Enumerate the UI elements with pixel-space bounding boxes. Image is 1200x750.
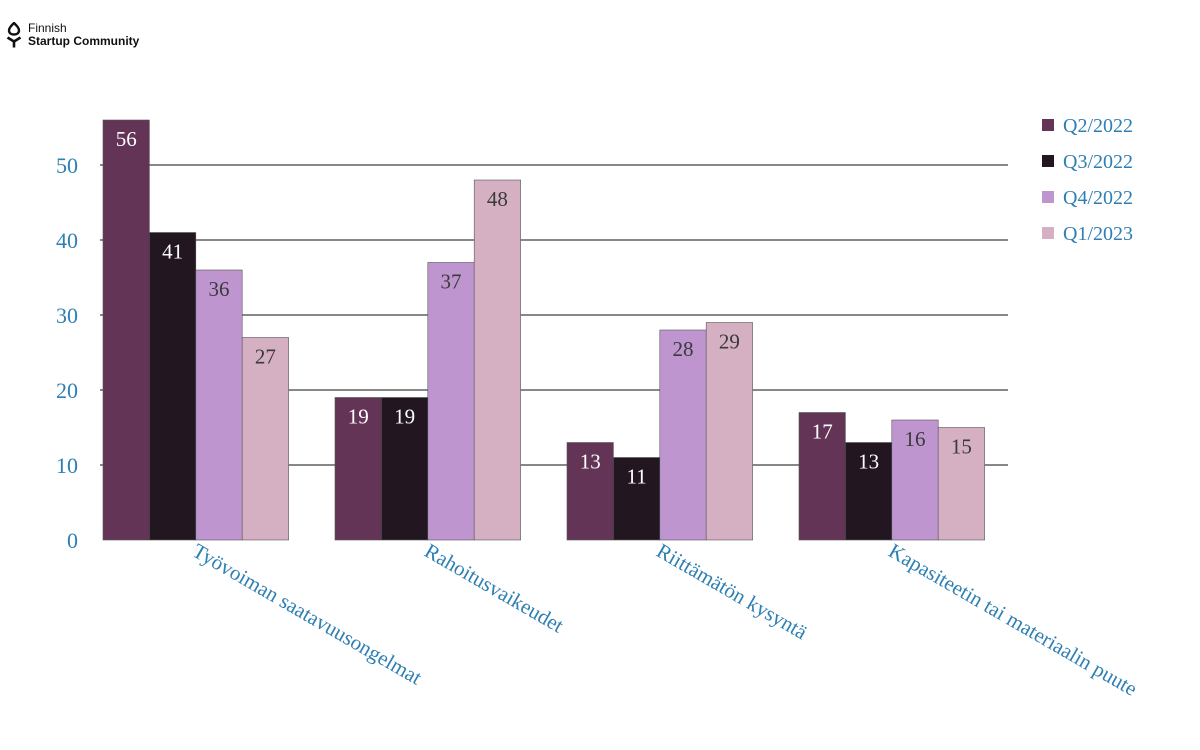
bar-value-label: 28 (673, 337, 694, 361)
bar-value-label: 11 (626, 465, 646, 489)
legend-swatch (1042, 191, 1054, 203)
bar-value-label: 27 (255, 345, 276, 369)
bar (798, 412, 846, 541)
logo-line-2: Startup Community (28, 34, 140, 48)
bar (149, 232, 197, 541)
x-category-label: Riittämätön kysyntä (653, 539, 813, 645)
y-tick-label: 40 (56, 228, 78, 253)
bar (473, 179, 521, 541)
y-tick-label: 20 (56, 378, 78, 403)
legend-swatch (1042, 119, 1054, 131)
legend-label: Q4/2022 (1063, 187, 1133, 209)
bar (195, 269, 243, 541)
legend-label: Q3/2022 (1063, 151, 1133, 173)
x-category-label: Kapasiteetin tai materiaalin puute (885, 539, 1142, 701)
sprout-logo-icon (6, 22, 22, 48)
bar (659, 329, 707, 541)
bar (937, 427, 985, 541)
bar-value-label: 19 (348, 405, 369, 429)
bar (613, 457, 661, 541)
legend-swatch (1042, 227, 1054, 239)
bar (427, 262, 475, 541)
bar-value-label: 29 (719, 330, 740, 354)
logo: Finnish Startup Community (6, 22, 139, 48)
bar-value-label: 19 (394, 405, 415, 429)
bar-value-label: 56 (116, 127, 137, 151)
bar-value-label: 16 (905, 427, 926, 451)
y-tick-label: 50 (56, 153, 78, 178)
y-tick-label: 30 (56, 303, 78, 328)
x-category-label: Rahoitusvaikeudet (421, 539, 569, 638)
x-category-label: Työvoiman saatavuusongelmat (189, 539, 427, 690)
bar (381, 397, 429, 541)
bar (334, 397, 382, 541)
bar-value-label: 15 (951, 435, 972, 459)
bar-value-label: 48 (487, 187, 508, 211)
bar-value-label: 41 (162, 240, 183, 264)
legend-swatch (1042, 155, 1054, 167)
legend-label: Q2/2022 (1063, 115, 1133, 137)
bar-value-label: 13 (858, 450, 879, 474)
bar-value-label: 17 (812, 420, 833, 444)
bar (891, 419, 939, 541)
bar-value-label: 36 (209, 277, 230, 301)
y-tick-label: 0 (67, 528, 78, 553)
logo-line-1: Finnish (28, 21, 67, 35)
bar (102, 119, 150, 541)
legend-label: Q1/2023 (1063, 223, 1133, 245)
bar (241, 337, 289, 541)
bar-value-label: 13 (580, 450, 601, 474)
bar-value-label: 37 (441, 270, 462, 294)
y-tick-label: 10 (56, 453, 78, 478)
bar (566, 442, 614, 541)
bar (705, 322, 753, 541)
logo-text: Finnish Startup Community (28, 22, 139, 48)
